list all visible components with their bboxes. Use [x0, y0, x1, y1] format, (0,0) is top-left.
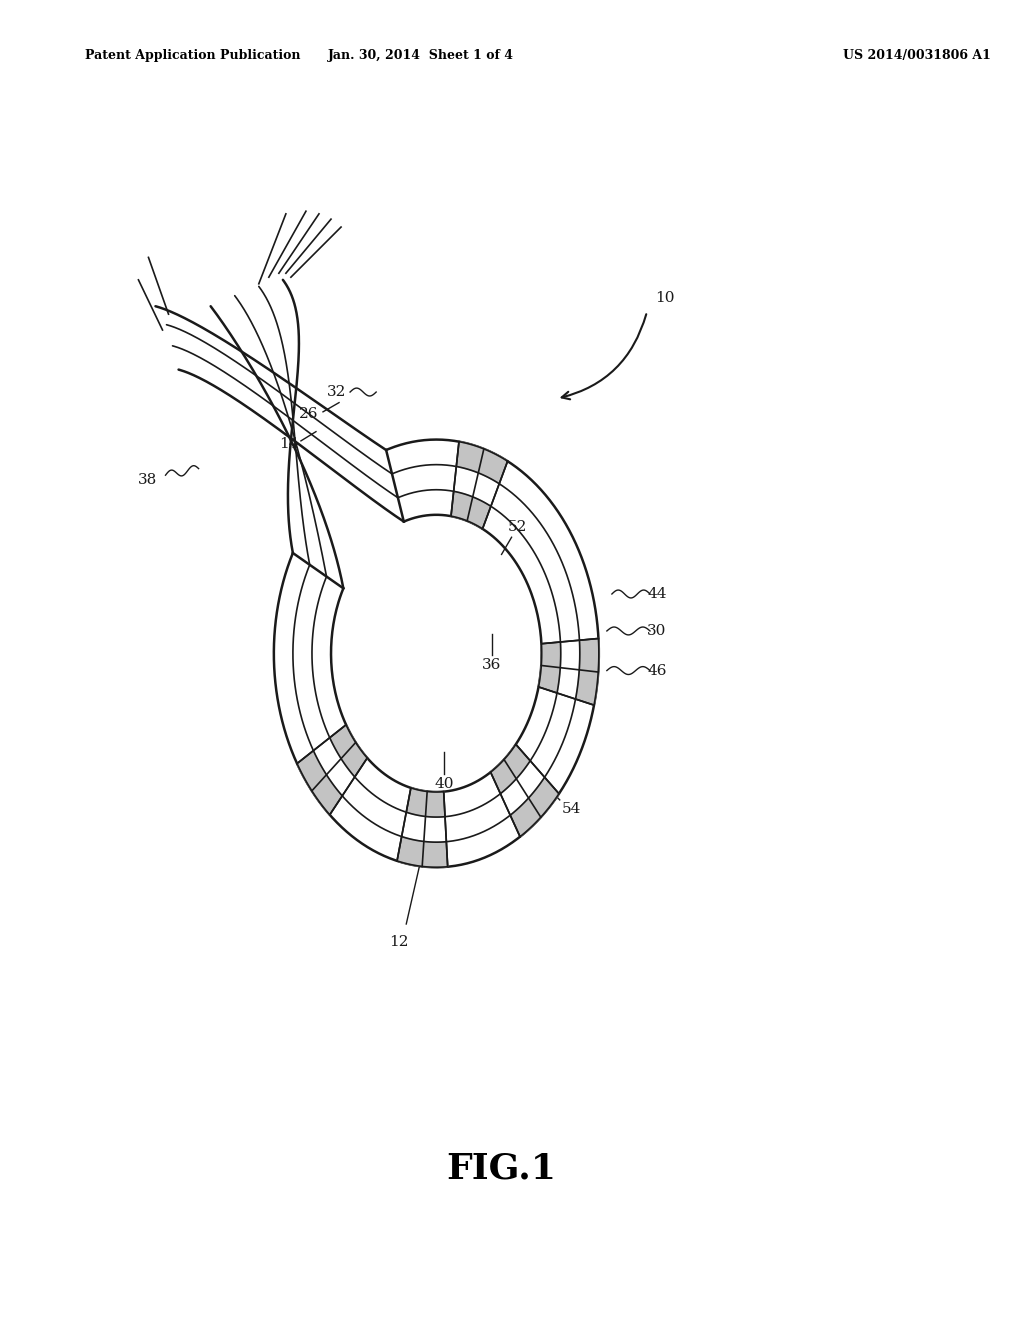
Text: 54: 54: [562, 803, 582, 816]
Text: 26: 26: [299, 408, 318, 421]
Text: 10: 10: [655, 292, 675, 305]
Text: 38: 38: [138, 474, 157, 487]
Text: Patent Application Publication: Patent Application Publication: [85, 49, 301, 62]
Polygon shape: [297, 725, 368, 814]
Text: 12: 12: [389, 936, 409, 949]
Polygon shape: [451, 442, 508, 529]
Polygon shape: [451, 491, 490, 529]
Text: 30: 30: [647, 624, 667, 638]
Polygon shape: [539, 639, 599, 705]
Polygon shape: [407, 788, 445, 817]
Text: 44: 44: [647, 587, 667, 601]
Text: FIG.1: FIG.1: [446, 1151, 557, 1185]
Polygon shape: [397, 788, 447, 867]
Text: 32: 32: [328, 385, 347, 399]
Text: Jan. 30, 2014  Sheet 1 of 4: Jan. 30, 2014 Sheet 1 of 4: [329, 49, 514, 62]
Polygon shape: [297, 751, 342, 814]
Polygon shape: [330, 725, 368, 777]
Polygon shape: [575, 639, 599, 705]
Polygon shape: [490, 744, 559, 837]
Text: US 2014/0031806 A1: US 2014/0031806 A1: [843, 49, 990, 62]
Polygon shape: [490, 744, 530, 793]
Text: 46: 46: [647, 664, 667, 677]
Polygon shape: [397, 837, 447, 867]
Text: 14: 14: [280, 437, 299, 450]
Polygon shape: [539, 642, 561, 693]
Polygon shape: [457, 442, 508, 483]
Text: 40: 40: [434, 777, 454, 791]
Polygon shape: [510, 777, 559, 837]
Text: 52: 52: [508, 520, 527, 533]
Text: 36: 36: [482, 659, 501, 672]
